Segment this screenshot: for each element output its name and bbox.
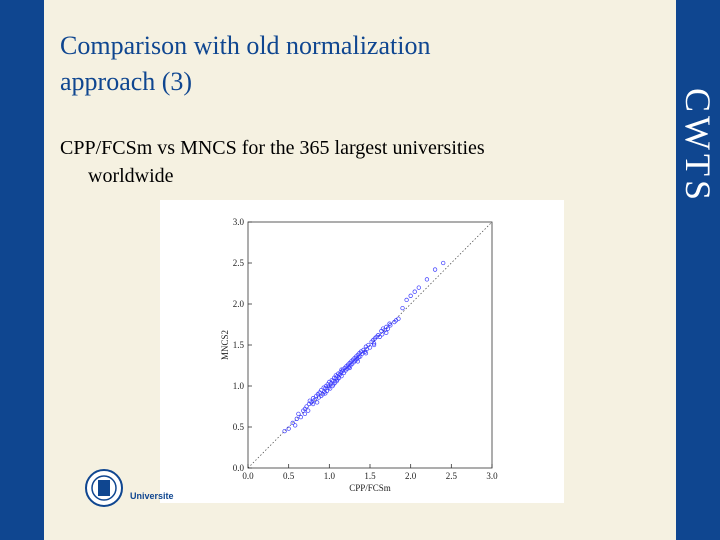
y-tick-label: 1.5 (233, 340, 245, 350)
data-point (293, 423, 298, 428)
slide-title-line-2: approach (3) (60, 67, 193, 96)
data-point (331, 382, 336, 387)
data-point (396, 316, 401, 321)
y-tick-label: 2.5 (233, 258, 245, 268)
data-point (319, 387, 324, 393)
data-point (296, 411, 301, 417)
x-tick-label: 1.0 (324, 471, 336, 481)
data-point (327, 386, 333, 391)
data-point (371, 341, 377, 346)
data-point (371, 342, 377, 348)
data-point (388, 323, 393, 328)
data-point (416, 285, 421, 290)
data-point (347, 365, 352, 371)
data-point (441, 260, 446, 266)
scatter-chart: 0.0 0.5 1.0 1.5 2.0 2.5 3.0 0.0 0.5 1.0 1.5 2.0 2.5 3… (160, 200, 564, 503)
slide-title-line-1: Comparison with old normalization (60, 31, 431, 60)
data-point (412, 289, 417, 294)
university-seal-logo (85, 469, 123, 507)
y-tick-label: 0.0 (233, 463, 245, 473)
slide-body-line-2: worldwide (88, 165, 174, 187)
data-point (339, 367, 344, 372)
university-label: Universite (130, 491, 174, 501)
data-point (400, 305, 405, 311)
data-point (302, 411, 308, 417)
data-point (359, 351, 365, 357)
data-point (339, 374, 344, 379)
y-tick-label: 2.0 (233, 299, 245, 309)
slide-body: CPP/FCSm vs MNCS for the 365 largest uni… (60, 134, 660, 190)
data-point (424, 277, 430, 282)
y-tick-label: 1.0 (233, 381, 245, 391)
data-point (286, 426, 291, 431)
data-point (323, 391, 328, 396)
x-tick-label: 3.0 (486, 471, 498, 481)
data-point (377, 334, 382, 339)
data-point (304, 404, 309, 409)
x-tick-label: 1.5 (364, 471, 376, 481)
x-tick-label: 0.0 (242, 471, 254, 481)
data-point (380, 332, 385, 337)
data-point (432, 267, 438, 272)
data-point (282, 428, 287, 434)
scatter-chart-svg: 0.0 0.5 1.0 1.5 2.0 2.5 3.0 0.0 0.5 1.0 1.5 2.0 2.5 3… (220, 217, 498, 493)
data-point (408, 293, 413, 298)
slide-body-line-1: CPP/FCSm vs MNCS for the 365 largest uni… (60, 137, 485, 159)
x-tick-label: 2.0 (405, 471, 417, 481)
right-accent-bar (676, 0, 720, 540)
data-point (312, 397, 317, 403)
data-point (355, 359, 360, 364)
data-point (310, 401, 316, 407)
left-accent-bar (0, 0, 44, 540)
data-point (364, 346, 369, 352)
y-tick-label: 3.0 (233, 217, 245, 227)
data-point (290, 420, 295, 426)
data-point (384, 330, 389, 335)
data-point (367, 345, 373, 350)
data-point (298, 415, 304, 420)
data-point (294, 416, 299, 421)
data-point (314, 400, 320, 405)
y-tick-label: 0.5 (233, 422, 245, 432)
y-axis-label: MNCS2 (220, 330, 230, 360)
cwts-logo: CWTS (678, 88, 718, 205)
x-tick-label: 2.5 (446, 471, 458, 481)
x-tick-label: 0.5 (283, 471, 295, 481)
slide-title: Comparison with old normalization approa… (60, 28, 660, 100)
data-point (404, 297, 409, 303)
data-point (385, 326, 391, 331)
data-point (363, 351, 369, 356)
x-axis-label: CPP/FCSm (349, 483, 391, 493)
data-point (306, 408, 311, 413)
